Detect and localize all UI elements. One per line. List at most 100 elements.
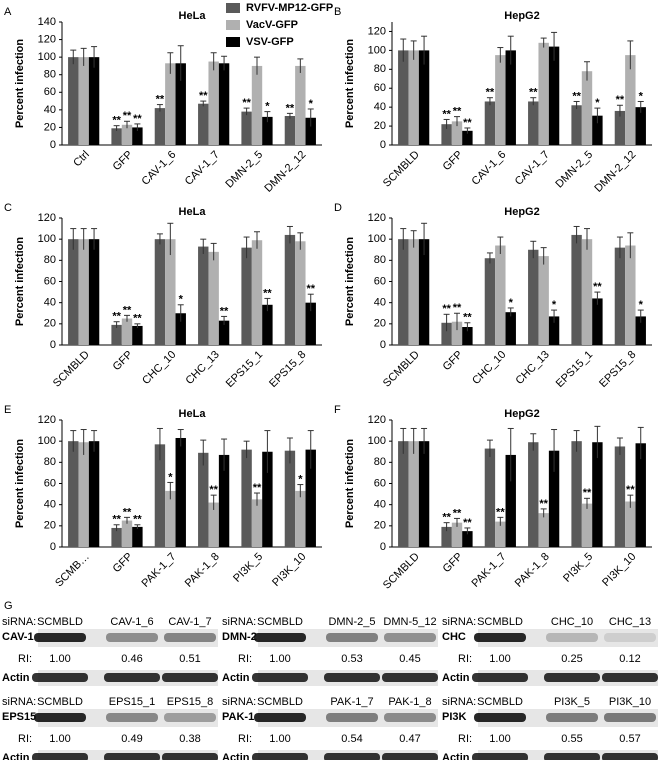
- bar: [451, 121, 463, 145]
- y-tick-label: 0: [50, 139, 56, 151]
- bar: [528, 442, 539, 547]
- bar: [88, 57, 100, 146]
- y-axis-label: Percent infection: [14, 39, 26, 129]
- significance-marker: **: [199, 90, 208, 102]
- bar: [88, 441, 100, 547]
- ri-value: 0.46: [121, 653, 142, 665]
- band: [604, 713, 656, 722]
- y-tick-label: 40: [374, 101, 386, 113]
- bar: [208, 502, 219, 547]
- y-axis-label: Percent infection: [344, 439, 356, 529]
- x-tick-label: DMN-2_5: [553, 149, 595, 191]
- bar: [198, 103, 209, 145]
- sample-label: CHC_13: [609, 616, 651, 628]
- bar: [305, 449, 316, 547]
- significance-marker: *: [595, 97, 600, 109]
- bar: [175, 63, 186, 145]
- y-tick-label: 60: [44, 477, 56, 489]
- loading-control: Actin: [222, 672, 250, 684]
- y-tick-label: 100: [38, 51, 56, 63]
- legend-label: VSV-GFP: [246, 36, 294, 48]
- bar: [208, 251, 219, 345]
- actin-band: [602, 673, 658, 682]
- ri-value: 0.47: [399, 733, 420, 745]
- band: [254, 713, 306, 722]
- y-tick-label: 40: [374, 499, 386, 511]
- band: [106, 713, 158, 722]
- blot-target: DMN-2: [222, 631, 257, 643]
- y-tick-label: 40: [44, 297, 56, 309]
- sample-label: SCMBLD: [257, 696, 303, 708]
- x-tick-label: CHC_13: [184, 349, 222, 387]
- panel-label: C: [4, 202, 12, 214]
- ri-value: 0.25: [561, 653, 582, 665]
- y-tick-label: 20: [44, 520, 56, 532]
- bar: [295, 241, 306, 345]
- bar: [495, 245, 506, 345]
- y-tick-label: 80: [374, 254, 386, 266]
- blot-target: PAK-1: [222, 711, 254, 723]
- sample-label: PI3K_5: [554, 696, 590, 708]
- ri-value: 1.00: [489, 653, 510, 665]
- bar: [441, 322, 452, 345]
- significance-marker: *: [298, 473, 303, 485]
- ri-value: 0.12: [619, 653, 640, 665]
- band: [384, 633, 436, 642]
- actin-band: [544, 673, 600, 682]
- x-tick-label: PAK-1_8: [183, 551, 222, 590]
- band: [34, 713, 86, 722]
- x-tick-label: CAV-1_6: [469, 149, 508, 188]
- sirna-label: siRNA:: [442, 616, 476, 628]
- sample-label: SCMBLD: [37, 696, 83, 708]
- bar: [284, 450, 296, 547]
- bar: [451, 522, 463, 547]
- bar: [78, 57, 89, 146]
- bar: [441, 526, 452, 547]
- panel-label: A: [4, 6, 12, 18]
- significance-marker: **: [442, 303, 451, 315]
- bar: [581, 503, 593, 547]
- bar: [571, 234, 582, 345]
- significance-marker: **: [112, 514, 121, 526]
- bar: [121, 318, 133, 345]
- bar: [78, 442, 89, 547]
- x-tick-label: GFP: [441, 149, 465, 173]
- x-tick-label: SCMBLD: [381, 149, 422, 190]
- y-axis-label: Percent infection: [14, 237, 26, 327]
- significance-marker: **: [123, 110, 132, 122]
- x-tick-label: DMN-2_12: [262, 149, 308, 195]
- y-tick-label: 80: [44, 254, 56, 266]
- y-tick-label: 60: [374, 477, 386, 489]
- bar: [495, 521, 506, 547]
- bar: [111, 324, 122, 345]
- y-tick-label: 100: [368, 44, 386, 56]
- actin-band: [472, 673, 528, 682]
- bar: [165, 63, 176, 145]
- band: [164, 633, 216, 642]
- actin-band: [544, 753, 600, 760]
- band: [546, 633, 598, 642]
- bar: [78, 239, 89, 345]
- bar: [132, 325, 143, 345]
- bar: [581, 239, 593, 345]
- chart-title: HepG2: [504, 408, 539, 420]
- bar: [262, 304, 273, 345]
- ri-label: RI:: [458, 653, 472, 665]
- bar: [614, 110, 626, 145]
- bar: [495, 55, 506, 145]
- bar: [484, 101, 496, 145]
- bar: [592, 442, 603, 547]
- ri-value: 1.00: [269, 733, 290, 745]
- ri-value: 0.54: [341, 733, 362, 745]
- x-tick-label: DMN-2_12: [592, 149, 638, 195]
- x-tick-label: EPS15_8: [597, 349, 638, 390]
- bar: [88, 239, 100, 345]
- loading-control: Actin: [442, 752, 470, 760]
- bar: [132, 526, 143, 547]
- x-tick-label: CAV-1_6: [139, 149, 178, 188]
- significance-marker: **: [442, 512, 451, 524]
- significance-marker: **: [486, 87, 495, 99]
- panel-label: G: [4, 600, 13, 612]
- bar: [592, 115, 603, 145]
- bar: [625, 501, 636, 547]
